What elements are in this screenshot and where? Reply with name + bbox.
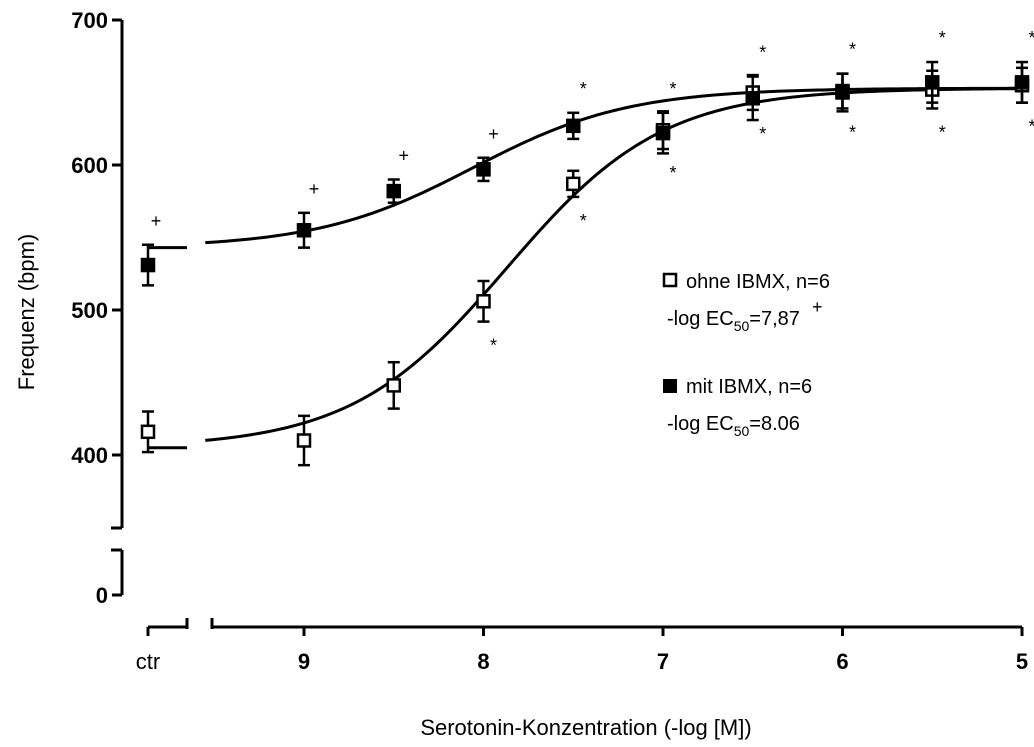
legend-series-1-ec50: -log EC50=7,87 (667, 308, 800, 334)
asterisk-annotation: * (490, 336, 497, 356)
legend: ohne IBMX, n=6 -log EC50=7,87 + mit IBMX… (662, 271, 830, 439)
open-square-point (296, 433, 312, 448)
open-square-point (566, 176, 581, 192)
filled-square-point (1014, 75, 1030, 90)
asterisk-annotation: * (939, 122, 946, 142)
legend-series-1-ec50-mark: + (812, 297, 823, 317)
filled-square-point (925, 75, 940, 90)
legend-series-1-label: ohne IBMX, n=6 (686, 271, 830, 293)
x-tick-label-control: ctr (136, 649, 160, 674)
x-tick-label: 5 (1016, 649, 1028, 674)
asterisk-annotation: * (759, 43, 766, 63)
filled-square-point (835, 85, 850, 100)
filled-square-point (655, 125, 671, 141)
plus-annotation: + (309, 179, 320, 199)
open-square-point (386, 378, 401, 393)
asterisk-annotation: * (1028, 117, 1034, 137)
asterisk-annotation: * (580, 211, 587, 231)
y-tick-label: 500 (71, 298, 108, 323)
y-tick-label: 0 (96, 583, 108, 608)
x-tick-label: 8 (477, 649, 489, 674)
x-axis-label: Serotonin-Konzentration (-log [M]) (420, 715, 751, 740)
legend-series-2-ec50: -log EC50=8.06 (667, 413, 800, 439)
fit-curve-2 (205, 86, 1023, 245)
y-tick-label: 600 (71, 153, 108, 178)
plus-annotation: + (398, 146, 409, 166)
filled-square-point (296, 223, 312, 238)
plus-annotation: + (488, 124, 499, 144)
y-tick-label: 700 (71, 8, 108, 33)
filled-square-point (566, 118, 581, 134)
fit-curves (148, 86, 1023, 450)
filled-square-point (386, 183, 401, 199)
filled-square-point (140, 257, 156, 273)
x-tick-label: 6 (836, 649, 848, 674)
fit-curve-1 (205, 87, 1023, 442)
open-square-point (140, 424, 156, 440)
asterisk-annotation: * (669, 79, 676, 99)
y-tick-label: 400 (71, 443, 108, 468)
significance-annotations: * * * * * * * + + + + * * * * * * (151, 28, 1034, 356)
y-axis-label: Frequenz (bpm) (14, 234, 39, 391)
filled-square-point (476, 162, 491, 177)
asterisk-annotation: * (849, 122, 856, 142)
asterisk-annotation: * (580, 79, 587, 99)
asterisk-annotation: * (759, 124, 766, 144)
asterisk-annotation: * (939, 28, 946, 48)
axes: 400 500 600 700 0 ctr 9 8 7 6 5 (71, 8, 1028, 674)
filled-square-point (745, 91, 760, 106)
plus-annotation: + (151, 211, 162, 231)
legend-series-2-label: mit IBMX, n=6 (686, 376, 812, 398)
data-points (140, 60, 1030, 467)
x-tick-label: 9 (298, 649, 310, 674)
x-tick-label: 7 (657, 649, 669, 674)
open-square-point (476, 294, 491, 309)
legend-filled-square-icon (663, 379, 677, 393)
asterisk-annotation: * (849, 40, 856, 60)
legend-open-square-icon (662, 272, 678, 288)
asterisk-annotation: * (669, 163, 676, 183)
asterisk-annotation: * (1028, 28, 1034, 48)
